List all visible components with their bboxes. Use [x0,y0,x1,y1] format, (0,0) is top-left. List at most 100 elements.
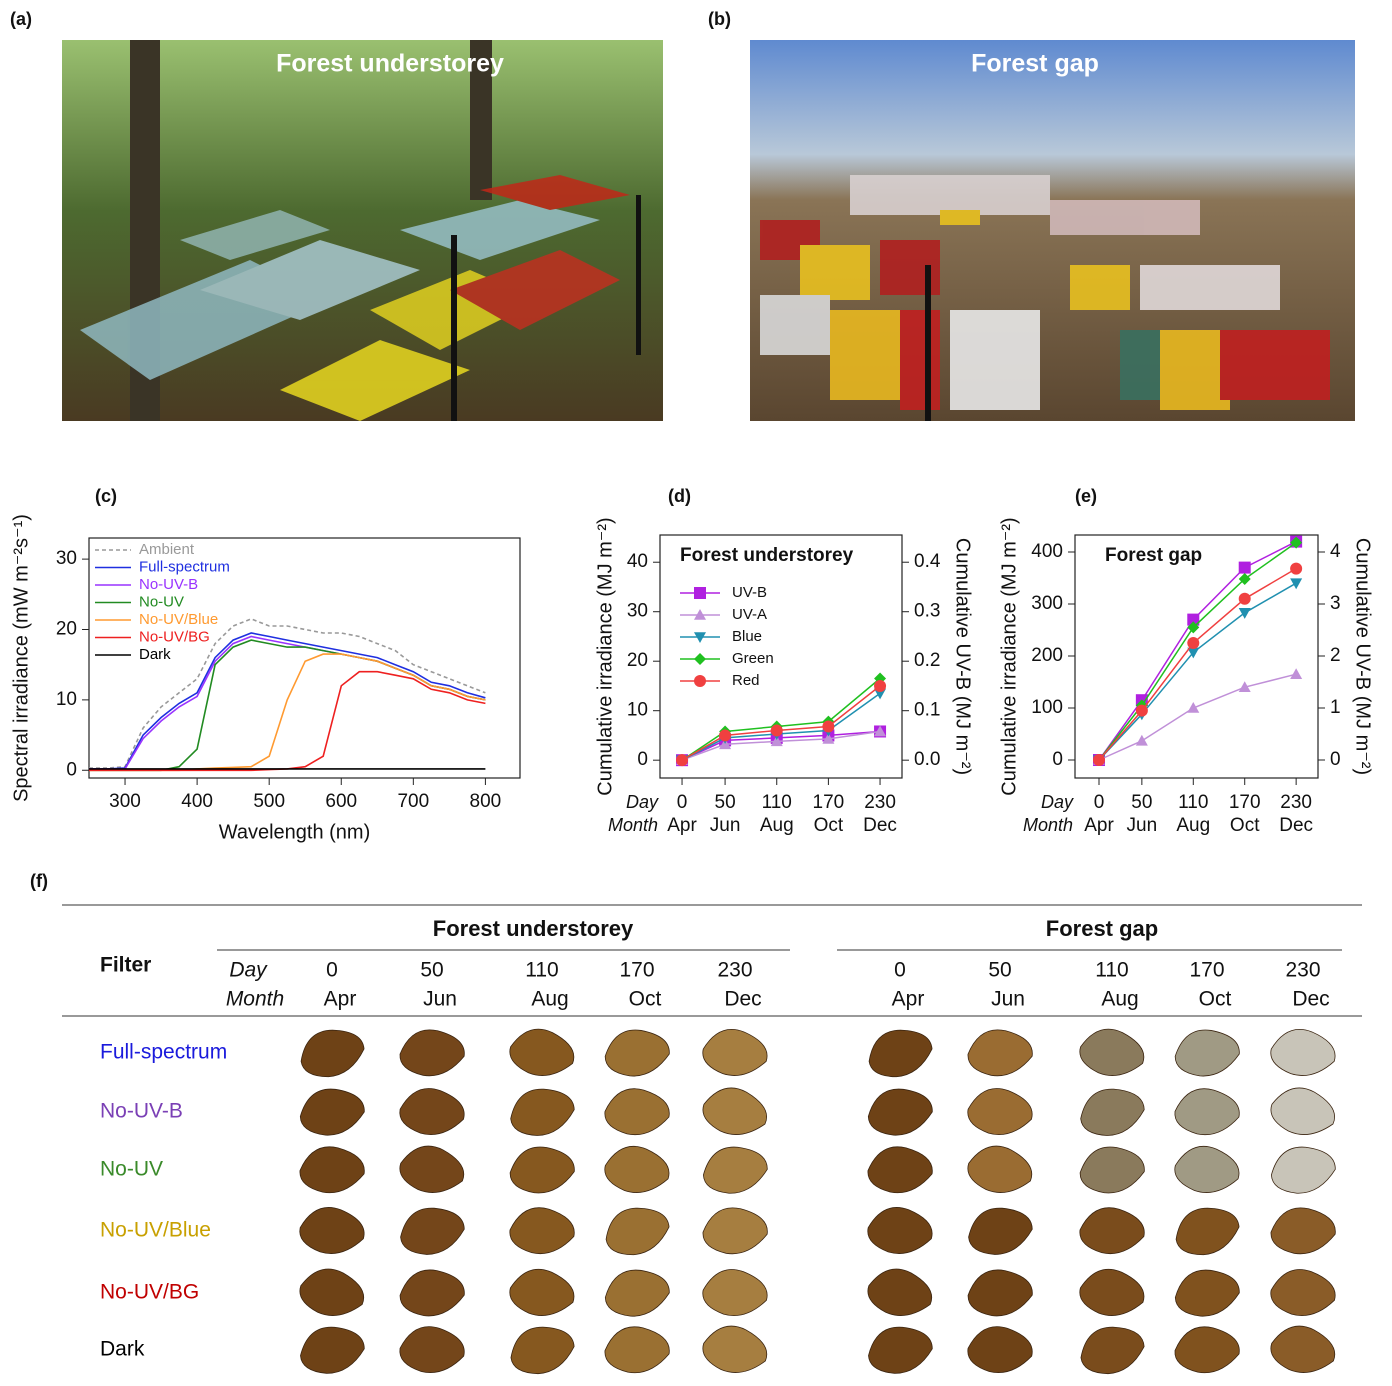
series-line [1099,674,1296,760]
x-row-label: Day [1041,792,1074,812]
marker [676,754,688,766]
leaf-photo [396,1202,468,1259]
leaf-photo [1174,1326,1239,1373]
leaf-photo [298,1205,367,1257]
x-tick-label: 50 [1131,792,1152,813]
day: 0 [894,959,906,982]
y2-axis-label: Cumulative UV-B (MJ m⁻²) [952,538,974,775]
legend-label: UV-A [732,606,767,623]
x-tick-label: 300 [109,791,141,812]
y-axis-label: Spectral irradiance (mW m⁻²s⁻¹) [10,514,32,802]
leaf-photo [399,1325,466,1374]
x-axis-label: Wavelength (nm) [219,821,371,843]
month: Jun [991,988,1025,1011]
legend-label: No-UV/Blue [139,611,218,628]
x-month-label: Dec [1279,815,1313,836]
leaf-photo [1269,1267,1337,1318]
panel-label: (d) [668,486,691,506]
y-axis-label: Cumulative irradiance (MJ m⁻²) [594,517,616,795]
y-tick-label: 20 [627,650,648,671]
x-tick-label: 170 [813,792,845,813]
legend-label: Ambient [139,541,195,558]
leaf-photo [602,1143,672,1197]
leaf-photo [506,1024,578,1081]
leaf-photo [1267,1321,1340,1379]
filter-name: Dark [100,1338,145,1361]
y-tick-label: 20 [56,619,77,640]
marker [1239,593,1251,605]
month: Oct [1199,988,1232,1011]
marker [1290,578,1302,589]
day: 230 [717,959,752,982]
x-row-label: Month [608,815,658,835]
legend-label: UV-B [732,584,767,601]
filter-name: No-UV-B [100,1100,183,1123]
series-line [89,654,485,770]
x-month-label: Apr [667,815,697,836]
x-month-label: Aug [760,815,794,836]
x-month-label: Aug [1176,815,1210,836]
marker [1136,735,1148,746]
day: 50 [420,959,443,982]
leaf-photo [700,1142,771,1197]
legend-marker [694,587,706,599]
legend-label: No-UV [139,593,184,610]
month: Aug [531,988,568,1011]
filter-name: No-UV/BG [100,1281,199,1304]
leaf-photo [507,1265,578,1320]
page: {"photos":[{"label":"(a)","caption":"For… [0,0,1392,1386]
leaf-photo [1172,1143,1242,1197]
x-tick-label: 170 [1229,792,1261,813]
y2-tick-label: 2 [1330,645,1341,666]
leaf-photo [864,1322,935,1378]
x-tick-label: 50 [715,792,736,813]
leaf-photo [1266,1082,1340,1142]
month: Dec [1292,988,1329,1011]
panel-label: (b) [708,9,731,29]
x-tick-label: 800 [470,791,502,812]
y-tick-label: 400 [1031,541,1063,562]
panel-label: (c) [95,486,117,506]
leaf-photo [1075,1320,1149,1380]
marker [1239,562,1251,574]
marker [1093,754,1105,766]
leaf-photo [296,1263,369,1322]
leaf-photo [1270,1207,1336,1255]
y-tick-label: 30 [56,548,77,569]
group-title: Forest understorey [433,916,634,941]
marker [719,729,731,741]
leaf-photo [299,1146,364,1193]
leaf-photo [1077,1265,1148,1320]
day-label: Day [229,959,268,982]
y-tick-label: 10 [627,700,648,721]
month: Apr [892,988,925,1011]
marker [822,721,834,733]
leaf-photo [604,1326,669,1373]
series-line [682,679,880,761]
x-month-label: Oct [814,815,844,836]
series-line [1099,569,1296,760]
legend-label: Dark [139,646,171,663]
y-tick-label: 40 [627,551,648,572]
leaf-photo [966,1268,1033,1318]
leaf-photo [702,1207,768,1255]
leaf-photo [602,1265,672,1319]
panel-label: (e) [1075,486,1097,506]
leaf-photo [396,1141,469,1199]
filter-name: No-UV [100,1158,163,1181]
leaf-photo [698,1082,772,1142]
day: 50 [988,959,1011,982]
leaf-photo [699,1321,772,1379]
x-row-label: Day [626,792,659,812]
series-line [1099,542,1296,760]
y2-tick-label: 0.1 [914,700,940,721]
y-tick-label: 300 [1031,593,1063,614]
leaf-photo [295,1022,369,1083]
figure: (a)Forest understorey(b)Forest gap(c)010… [0,0,1392,1381]
y-axis-label: Cumulative irradiance (MJ m⁻²) [998,517,1020,795]
legend-label: Green [732,650,774,667]
series-line [1099,583,1296,760]
x-tick-label: 0 [677,792,688,813]
photo-a [62,40,663,421]
y-tick-label: 30 [627,601,648,622]
